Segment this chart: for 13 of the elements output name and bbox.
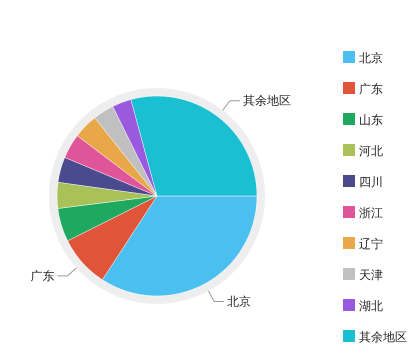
legend-label: 浙江 — [359, 206, 383, 220]
legend-label: 四川 — [359, 175, 383, 189]
legend-label: 山东 — [359, 113, 383, 127]
legend-label: 河北 — [359, 144, 383, 158]
legend-label: 天津 — [359, 268, 383, 282]
legend-label: 广东 — [359, 82, 383, 96]
slice-label: 北京 — [227, 294, 252, 309]
legend-label: 北京 — [359, 51, 383, 65]
legend-label: 其余地区 — [359, 330, 407, 344]
legend-label: 辽宁 — [359, 237, 383, 251]
legend-label: 湖北 — [359, 299, 383, 313]
slice-label: 广东 — [30, 268, 54, 283]
slice-label: 其余地区 — [242, 94, 291, 108]
